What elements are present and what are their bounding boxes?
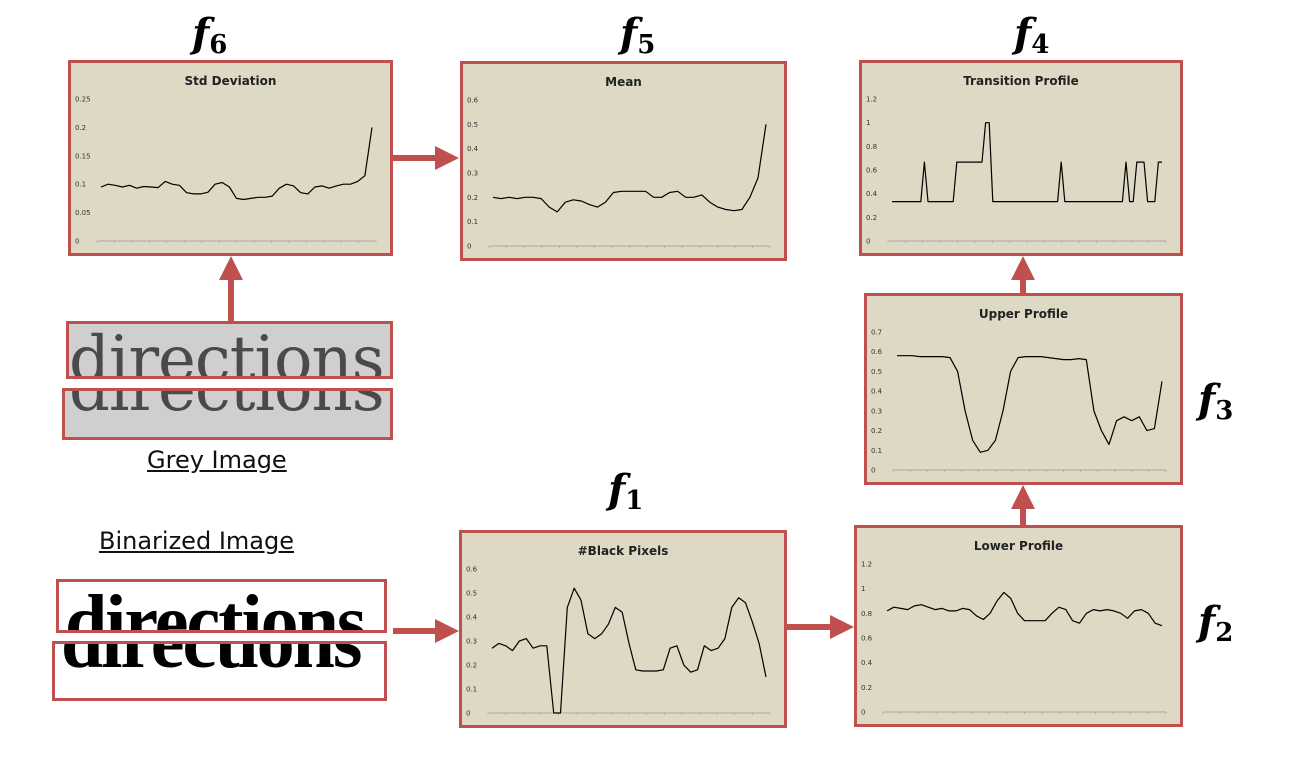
f6-label-main: f xyxy=(192,10,210,57)
f2-ytick-label: 0 xyxy=(861,709,865,717)
f4-ytick-label: 1 xyxy=(866,119,870,127)
f6-series-line xyxy=(100,127,373,201)
f1-ytick-label: 0.6 xyxy=(466,566,478,574)
f1-chart-title: #Black Pixels xyxy=(578,544,669,558)
f5-label-main: f xyxy=(620,10,638,57)
f1-ytick-label: 0.2 xyxy=(466,662,477,670)
f5-chart-title: Mean xyxy=(605,75,642,89)
f2-chart-title: Lower Profile xyxy=(974,539,1063,553)
f5-label-sub: 5 xyxy=(637,30,656,60)
f3-ytick-label: 0.6 xyxy=(871,348,883,356)
std-deviation-chart: Std Deviation 0.25 0.2 0.15 0.1 0.05 0 xyxy=(68,60,393,256)
f1-ytick-label: 0.1 xyxy=(466,686,477,694)
f2-label-sub: 2 xyxy=(1215,618,1234,648)
f3-label: f3 xyxy=(1198,380,1234,426)
grey-image-caption: Grey Image xyxy=(147,446,287,474)
binarized-word-bottom-text: directions xyxy=(61,641,362,684)
f2-ytick-label: 1.2 xyxy=(861,561,872,569)
f3-label-sub: 3 xyxy=(1215,396,1234,426)
f6-ytick-label: 0 xyxy=(75,238,79,246)
f6-label-sub: 6 xyxy=(209,30,228,60)
f4-chart-title: Transition Profile xyxy=(963,74,1079,88)
grey-word-top: directions xyxy=(66,321,393,379)
f3-ytick-label: 0.5 xyxy=(871,368,882,376)
f5-ytick-label: 0.5 xyxy=(467,121,478,129)
f1-ytick-label: 0.3 xyxy=(466,638,477,646)
f2-label-main: f xyxy=(1198,598,1216,645)
binarized-word-top: directions xyxy=(56,579,387,633)
f5-ytick-label: 0.3 xyxy=(467,170,478,178)
f2-label: f2 xyxy=(1198,602,1234,648)
f2-ytick-label: 1 xyxy=(861,585,865,593)
f3-ytick-label: 0.4 xyxy=(871,388,883,396)
f3-ytick-label: 0.1 xyxy=(871,447,882,455)
f2-ytick-label: 0.6 xyxy=(861,635,873,643)
f1-label-sub: 1 xyxy=(625,486,644,516)
f5-ytick-label: 0 xyxy=(467,243,471,251)
f4-ytick-label: 0.6 xyxy=(866,167,878,175)
f2-chart-svg: Lower Profile 1.2 1 0.8 0.6 0.4 0.2 0 xyxy=(861,539,1167,717)
f3-ytick-label: 0.2 xyxy=(871,427,882,435)
f4-ytick-label: 0.2 xyxy=(866,214,877,222)
f1-label: f1 xyxy=(608,470,644,516)
f1-series-line xyxy=(491,587,767,714)
f4-chart-svg: Transition Profile 1.2 1 0.8 0.6 0.4 0.2 0 xyxy=(866,74,1167,246)
grey-word-bottom: directions xyxy=(62,388,393,440)
f2-ytick-label: 0.8 xyxy=(861,610,872,618)
f4-label-main: f xyxy=(1014,10,1032,57)
f4-ytick-label: 0 xyxy=(866,238,870,246)
f3-chart-title: Upper Profile xyxy=(979,307,1068,321)
binarized-word-top-text: directions xyxy=(65,580,366,633)
f2-series-line xyxy=(886,591,1163,627)
f5-series-line xyxy=(492,124,767,213)
f3-label-main: f xyxy=(1198,376,1216,423)
binarized-image-caption: Binarized Image xyxy=(99,527,294,555)
f6-ytick-label: 0.1 xyxy=(75,181,86,189)
f6-ytick-label: 0.05 xyxy=(75,209,91,217)
grey-word-bottom-text: directions xyxy=(69,388,385,426)
f6-label: f6 xyxy=(192,14,228,60)
upper-profile-chart: Upper Profile 0.7 0.6 0.5 0.4 0.3 0.2 0.1 0 xyxy=(864,293,1183,485)
f4-ytick-label: 0.4 xyxy=(866,190,878,198)
f4-ytick-label: 0.8 xyxy=(866,143,877,151)
f3-ytick-label: 0.3 xyxy=(871,407,882,415)
f4-label-sub: 4 xyxy=(1031,30,1050,60)
f3-series-line xyxy=(897,355,1163,453)
f1-ytick-label: 0.4 xyxy=(466,614,478,622)
f6-ytick-label: 0.25 xyxy=(75,96,91,104)
mean-chart: Mean 0.6 0.5 0.4 0.3 0.2 0.1 0 xyxy=(460,61,787,261)
f1-ytick-label: 0 xyxy=(466,710,470,718)
f6-ytick-label: 0.2 xyxy=(75,124,86,132)
f5-chart-svg: Mean 0.6 0.5 0.4 0.3 0.2 0.1 0 xyxy=(467,75,771,251)
f4-label: f4 xyxy=(1014,14,1050,60)
f2-ytick-label: 0.4 xyxy=(861,659,873,667)
f6-chart-svg: Std Deviation 0.25 0.2 0.15 0.1 0.05 0 xyxy=(75,74,377,246)
f6-ytick-label: 0.15 xyxy=(75,152,91,160)
f3-ytick-label: 0 xyxy=(871,467,875,475)
grey-word-top-text: directions xyxy=(69,323,385,379)
f4-ytick-label: 1.2 xyxy=(866,96,877,104)
f5-ytick-label: 0.4 xyxy=(467,145,479,153)
f2-ytick-label: 0.2 xyxy=(861,684,872,692)
f6-chart-title: Std Deviation xyxy=(185,74,277,88)
f5-ytick-label: 0.1 xyxy=(467,218,478,226)
f1-chart-svg: #Black Pixels 0.6 0.5 0.4 0.3 0.2 0.1 0 xyxy=(466,544,771,718)
lower-profile-chart: Lower Profile 1.2 1 0.8 0.6 0.4 0.2 0 xyxy=(854,525,1183,727)
black-pixels-chart: #Black Pixels 0.6 0.5 0.4 0.3 0.2 0.1 0 xyxy=(459,530,787,728)
transition-profile-chart: Transition Profile 1.2 1 0.8 0.6 0.4 0.2 0 xyxy=(859,60,1183,256)
f5-ytick-label: 0.6 xyxy=(467,97,479,105)
f1-label-main: f xyxy=(608,466,626,513)
f1-ytick-label: 0.5 xyxy=(466,590,477,598)
f3-chart-svg: Upper Profile 0.7 0.6 0.5 0.4 0.3 0.2 0.1 0 xyxy=(871,307,1167,475)
f5-ytick-label: 0.2 xyxy=(467,194,478,202)
f5-label: f5 xyxy=(620,14,656,60)
f4-series-line xyxy=(892,122,1162,203)
f3-ytick-label: 0.7 xyxy=(871,329,882,337)
binarized-word-bottom: directions xyxy=(52,641,387,701)
